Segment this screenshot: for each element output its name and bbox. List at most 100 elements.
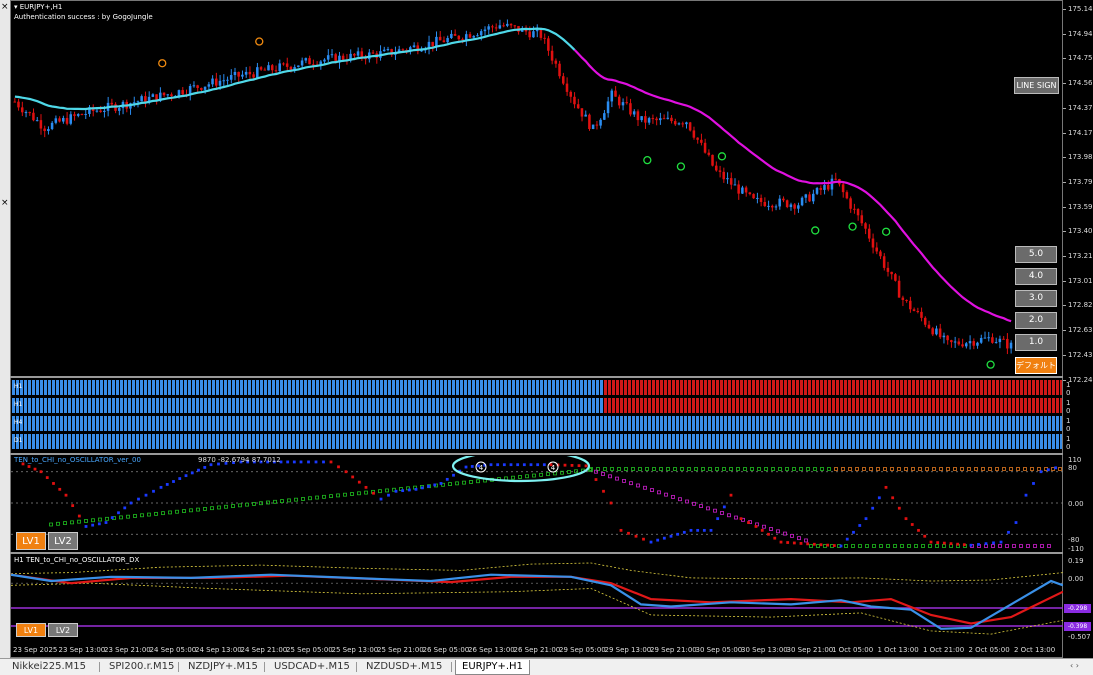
trend-bar bbox=[1036, 434, 1039, 449]
trend-bar bbox=[56, 380, 59, 395]
pane-separator[interactable] bbox=[10, 552, 1063, 554]
sell-signal-marker bbox=[255, 37, 264, 46]
candle-body bbox=[450, 33, 453, 39]
osc1-point bbox=[161, 511, 165, 516]
trend-bar bbox=[636, 416, 639, 431]
trend-bar bbox=[636, 380, 639, 395]
chart-window[interactable] bbox=[10, 0, 1063, 658]
tab-nzdusd-m15[interactable]: NZDUSD+.M15 bbox=[366, 661, 443, 672]
trend-bar bbox=[876, 398, 879, 413]
price-chart[interactable] bbox=[11, 2, 1063, 376]
trend-bar bbox=[828, 398, 831, 413]
price-axis[interactable]: 175.140174.945174.755174.560174.370174.1… bbox=[1063, 0, 1093, 658]
line-sign-button[interactable]: LINE SIGN bbox=[1014, 77, 1059, 94]
trend-bar bbox=[688, 434, 691, 449]
osc2-lv2-button[interactable]: LV2 bbox=[48, 623, 78, 637]
trend-bar bbox=[320, 434, 323, 449]
lv2-button[interactable]: LV2 bbox=[48, 532, 78, 550]
trend-bar bbox=[80, 398, 83, 413]
candle-body bbox=[248, 71, 252, 75]
pane-separator[interactable] bbox=[10, 453, 1063, 455]
trend-bar bbox=[164, 398, 167, 413]
trend-bar bbox=[108, 416, 111, 431]
trend-bar bbox=[240, 434, 243, 449]
trend-bar bbox=[716, 416, 719, 431]
level-button-2[interactable]: 2.0 bbox=[1015, 312, 1057, 329]
default-button[interactable]: デフォルト bbox=[1015, 357, 1057, 374]
osc1-point bbox=[308, 496, 312, 501]
trend-bar bbox=[540, 434, 543, 449]
trend-value: 0 bbox=[1066, 425, 1071, 433]
trend-bar bbox=[456, 416, 459, 431]
trend-bar bbox=[260, 380, 263, 395]
trend-bar bbox=[168, 398, 171, 413]
trend-bar bbox=[400, 380, 403, 395]
candle-body bbox=[647, 118, 651, 123]
dropdown-icon[interactable]: ▾ bbox=[14, 3, 18, 11]
trend-bar bbox=[60, 398, 63, 413]
tab-nzdjpy-m15[interactable]: NZDJPY+.M15 bbox=[188, 661, 258, 672]
level-button-3[interactable]: 3.0 bbox=[1015, 290, 1057, 307]
trend-bar bbox=[916, 416, 919, 431]
trend-bar bbox=[1032, 398, 1035, 413]
level-button-4[interactable]: 4.0 bbox=[1015, 268, 1057, 285]
trend-bar bbox=[892, 434, 895, 449]
trend-bar bbox=[476, 434, 479, 449]
close-icon[interactable]: × bbox=[1, 2, 9, 12]
trend-bar bbox=[640, 416, 643, 431]
level-button-1[interactable]: 1.0 bbox=[1015, 334, 1057, 351]
trend-bar bbox=[840, 434, 843, 449]
level-button-5[interactable]: 5.0 bbox=[1015, 246, 1057, 263]
osc1-point bbox=[701, 467, 705, 471]
candle-body bbox=[920, 311, 923, 318]
trend-bar bbox=[484, 416, 487, 431]
tab-scroll-arrows[interactable]: ‹ › bbox=[1070, 661, 1079, 670]
trend-bar bbox=[204, 380, 207, 395]
trend-bar bbox=[44, 380, 47, 395]
tab-usdcad-m15[interactable]: USDCAD+.M15 bbox=[274, 661, 350, 672]
trend-bar bbox=[756, 416, 759, 431]
trend-bar bbox=[816, 434, 819, 449]
oscillator-2-plot[interactable] bbox=[11, 555, 1063, 645]
trend-bar bbox=[632, 398, 635, 413]
trend-bar bbox=[12, 434, 15, 449]
osc1-point bbox=[953, 467, 957, 471]
tab-nikkei225-m15[interactable]: Nikkei225.M15 bbox=[12, 661, 87, 672]
trend-bar bbox=[696, 416, 699, 431]
trend-bar bbox=[852, 434, 855, 449]
candle-body bbox=[32, 112, 35, 121]
osc1-point bbox=[929, 540, 933, 544]
trend-bar bbox=[1008, 434, 1011, 449]
trend-bar bbox=[332, 398, 335, 413]
osc2-lv1-button[interactable]: LV1 bbox=[16, 623, 46, 637]
osc1-point bbox=[1014, 521, 1018, 524]
trend-bar bbox=[924, 398, 927, 413]
trend-bar bbox=[600, 434, 603, 449]
osc1-point bbox=[764, 467, 768, 471]
trend-bar bbox=[16, 380, 19, 395]
osc1-point bbox=[747, 521, 750, 524]
osc1-point bbox=[129, 501, 133, 505]
pane-separator[interactable] bbox=[10, 376, 1063, 378]
tab-spi200-r-m15[interactable]: SPI200.r.M15 bbox=[109, 661, 175, 672]
trend-bar bbox=[248, 434, 251, 449]
trend-row-d1: D1 bbox=[14, 437, 23, 444]
osc1-point bbox=[105, 516, 109, 521]
trend-bar bbox=[628, 380, 631, 395]
trend-bar bbox=[1020, 398, 1023, 413]
trend-bar bbox=[960, 380, 963, 395]
trend-bar bbox=[548, 398, 551, 413]
trend-bar bbox=[404, 434, 407, 449]
trend-bar bbox=[860, 416, 863, 431]
trend-bar bbox=[260, 398, 263, 413]
trend-bar bbox=[136, 380, 139, 395]
tab-eurjpy-h1[interactable]: EURJPY+.H1 bbox=[455, 660, 530, 675]
trend-bar bbox=[536, 416, 539, 431]
lv1-button[interactable]: LV1 bbox=[16, 532, 46, 550]
close-icon[interactable]: × bbox=[1, 198, 9, 208]
trend-bar bbox=[588, 434, 591, 449]
trend-bar bbox=[512, 434, 515, 449]
trend-bar bbox=[760, 380, 763, 395]
osc1-point bbox=[622, 478, 626, 483]
